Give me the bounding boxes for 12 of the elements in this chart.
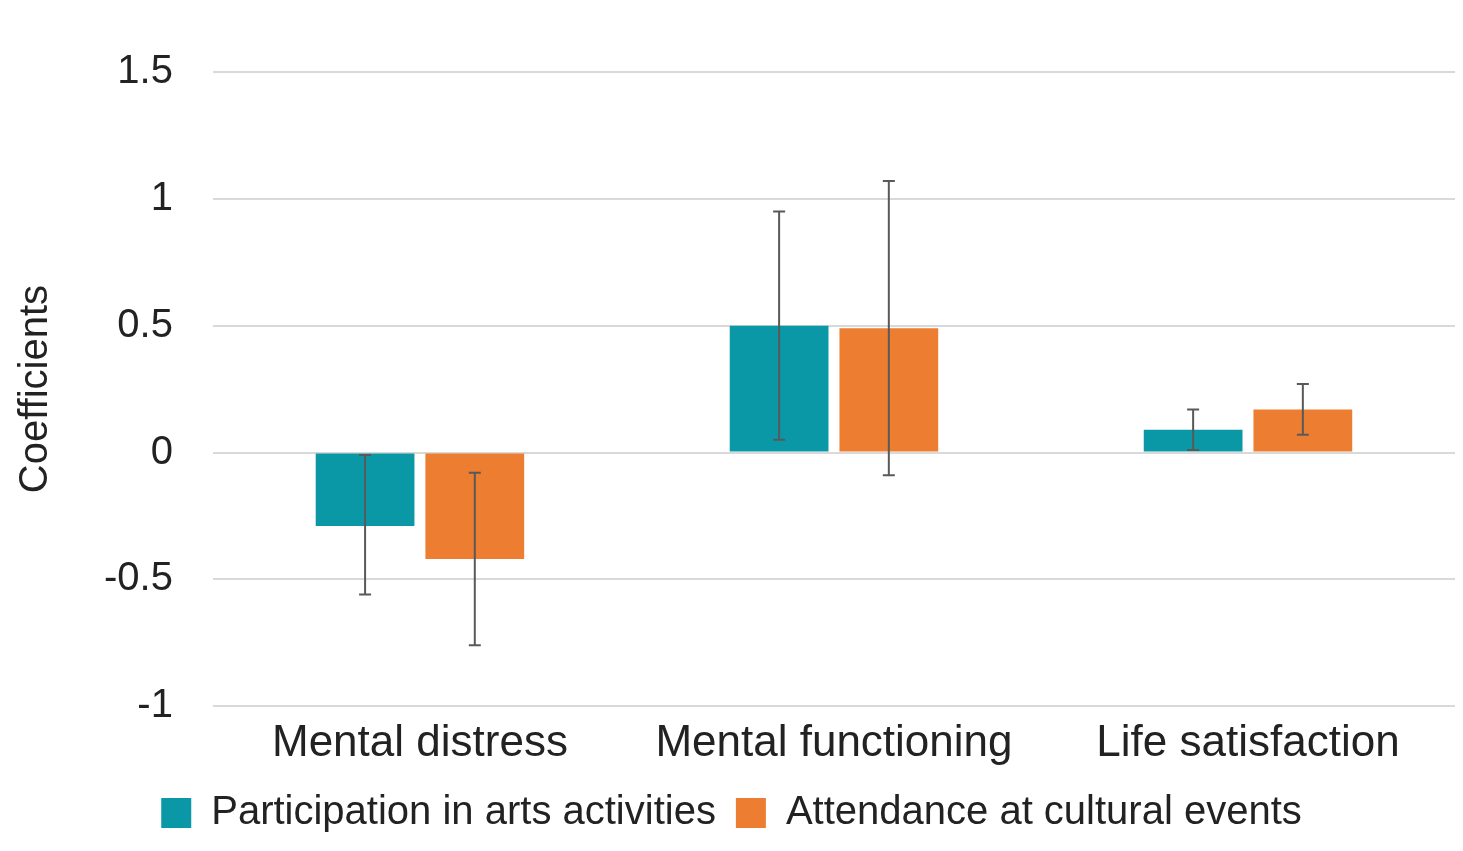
x-tick-label: Life satisfaction (1096, 715, 1400, 765)
x-tick-label: Mental functioning (655, 715, 1013, 765)
y-axis-title: Coefficients (11, 284, 56, 494)
y-tick-label: 0.5 (117, 300, 173, 345)
legend-label: Participation in arts activities (211, 788, 716, 833)
y-tick-label: -0.5 (103, 554, 173, 599)
x-tick-label: Mental distress (271, 715, 568, 765)
y-tick-label: -1 (137, 681, 173, 726)
y-tick-label: 0 (150, 427, 173, 472)
y-tick-label: 1.5 (117, 47, 173, 92)
legend-label: Attendance at cultural events (785, 788, 1302, 833)
y-tick-label: 1 (150, 173, 173, 218)
